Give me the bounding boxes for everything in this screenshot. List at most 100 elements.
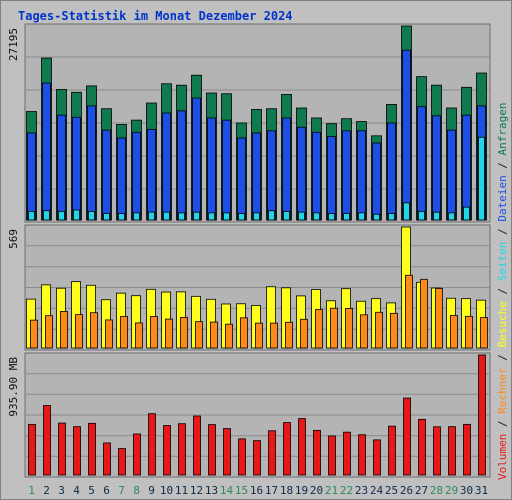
bar-rechner <box>75 314 83 349</box>
bar-rechner <box>270 322 278 349</box>
bar-seiten <box>58 211 65 221</box>
bar-volumen <box>433 426 441 476</box>
day-label: 6 <box>103 484 110 497</box>
bar-dateien <box>207 117 216 221</box>
bar-seiten <box>283 211 290 221</box>
bar-dateien <box>372 142 381 221</box>
bar-rechner <box>420 278 428 349</box>
bar-volumen <box>388 425 396 476</box>
bar-rechner <box>120 316 128 349</box>
bar-seiten <box>223 212 230 221</box>
bar-seiten <box>178 212 185 221</box>
bar-seiten <box>208 212 215 221</box>
panel-requests-files-pages <box>24 23 491 223</box>
bar-dateien <box>312 131 321 221</box>
legend-separator: / <box>496 155 509 175</box>
bar-volumen <box>73 426 81 476</box>
bar-dateien <box>72 116 81 221</box>
bar-rechner <box>405 274 413 349</box>
bar-rechner <box>30 319 38 349</box>
bar-volumen <box>193 415 201 476</box>
bar-volumen <box>148 413 156 476</box>
day-label: 13 <box>205 484 218 497</box>
bar-seiten <box>373 213 380 221</box>
day-label: 31 <box>475 484 488 497</box>
bar-seiten <box>28 211 35 221</box>
x-axis-day-labels: 1 2 3 4 5 6 7 8 9 10 11 12 13 14 15 16 17 18 19 20 21 22 23 24 2… <box>28 484 488 497</box>
bar-volumen <box>358 434 366 476</box>
day-label: 5 <box>88 484 95 497</box>
bar-rechner <box>90 312 98 349</box>
bar-volumen <box>448 426 456 476</box>
bar-rechner <box>345 308 353 349</box>
y-max-label-top: 27195 <box>7 28 20 61</box>
day-label: 19 <box>295 484 308 497</box>
bar-volumen <box>163 425 171 476</box>
bar-seiten <box>343 213 350 221</box>
bar-volumen <box>88 422 96 476</box>
bar-seiten <box>478 136 485 221</box>
bar-volumen <box>43 405 51 476</box>
day-label: 15 <box>235 484 248 497</box>
bar-seiten <box>328 213 335 221</box>
bar-seiten <box>73 209 80 221</box>
day-label: 10 <box>160 484 173 497</box>
bar-rechner <box>450 315 458 349</box>
bar-dateien <box>462 114 471 221</box>
bar-rechner <box>435 288 443 349</box>
bar-dateien <box>282 117 291 221</box>
bar-seiten <box>238 213 245 221</box>
bar-dateien <box>432 115 441 221</box>
day-label: 24 <box>370 484 384 497</box>
bar-volumen <box>343 431 351 476</box>
bar-rechner <box>330 307 338 349</box>
bar-rechner <box>285 321 293 349</box>
bar-rechner <box>105 319 113 349</box>
bar-dateien <box>27 132 36 221</box>
bar-rechner <box>225 323 233 349</box>
bar-volumen <box>418 418 426 476</box>
bar-seiten <box>103 213 110 221</box>
day-label: 2 <box>43 484 50 497</box>
legend-seiten: Seiten <box>496 242 509 282</box>
bar-seiten <box>88 211 95 221</box>
bar-volumen <box>103 442 111 476</box>
bar-dateien <box>132 131 141 221</box>
bar-dateien <box>342 130 351 221</box>
bar-volumen <box>28 423 36 476</box>
bar-rechner <box>150 316 158 349</box>
bar-seiten <box>448 212 455 221</box>
bar-rechner <box>195 321 203 349</box>
day-label: 21 <box>325 484 338 497</box>
bar-dateien <box>237 137 246 221</box>
day-label: 23 <box>355 484 368 497</box>
bar-seiten <box>433 211 440 221</box>
bar-rechner <box>165 318 173 349</box>
bar-volumen <box>268 430 276 476</box>
bar-rechner <box>240 317 248 349</box>
y-max-label-bottom: 935.90 MB <box>7 357 20 417</box>
day-label: 16 <box>250 484 263 497</box>
bar-volumen <box>253 440 261 476</box>
bar-volumen <box>58 422 66 476</box>
bar-seiten <box>193 211 200 221</box>
bar-dateien <box>357 130 366 221</box>
bar-seiten <box>268 210 275 221</box>
y-max-label-middle: 569 <box>7 229 20 249</box>
bar-rechner <box>135 322 143 349</box>
bar-rechner <box>390 312 398 349</box>
day-label: 14 <box>220 484 234 497</box>
bar-volumen <box>373 439 381 476</box>
bar-volumen <box>223 428 231 476</box>
bar-volumen <box>133 433 141 476</box>
legend-besuche: Besuche <box>496 301 509 347</box>
day-label: 18 <box>280 484 293 497</box>
bar-volumen <box>403 397 411 476</box>
bar-dateien <box>177 110 186 221</box>
bar-dateien <box>327 136 336 221</box>
day-label: 17 <box>265 484 278 497</box>
bar-seiten <box>388 213 395 221</box>
bar-dateien <box>192 97 201 221</box>
day-label: 25 <box>385 484 398 497</box>
bar-rechner <box>360 314 368 349</box>
